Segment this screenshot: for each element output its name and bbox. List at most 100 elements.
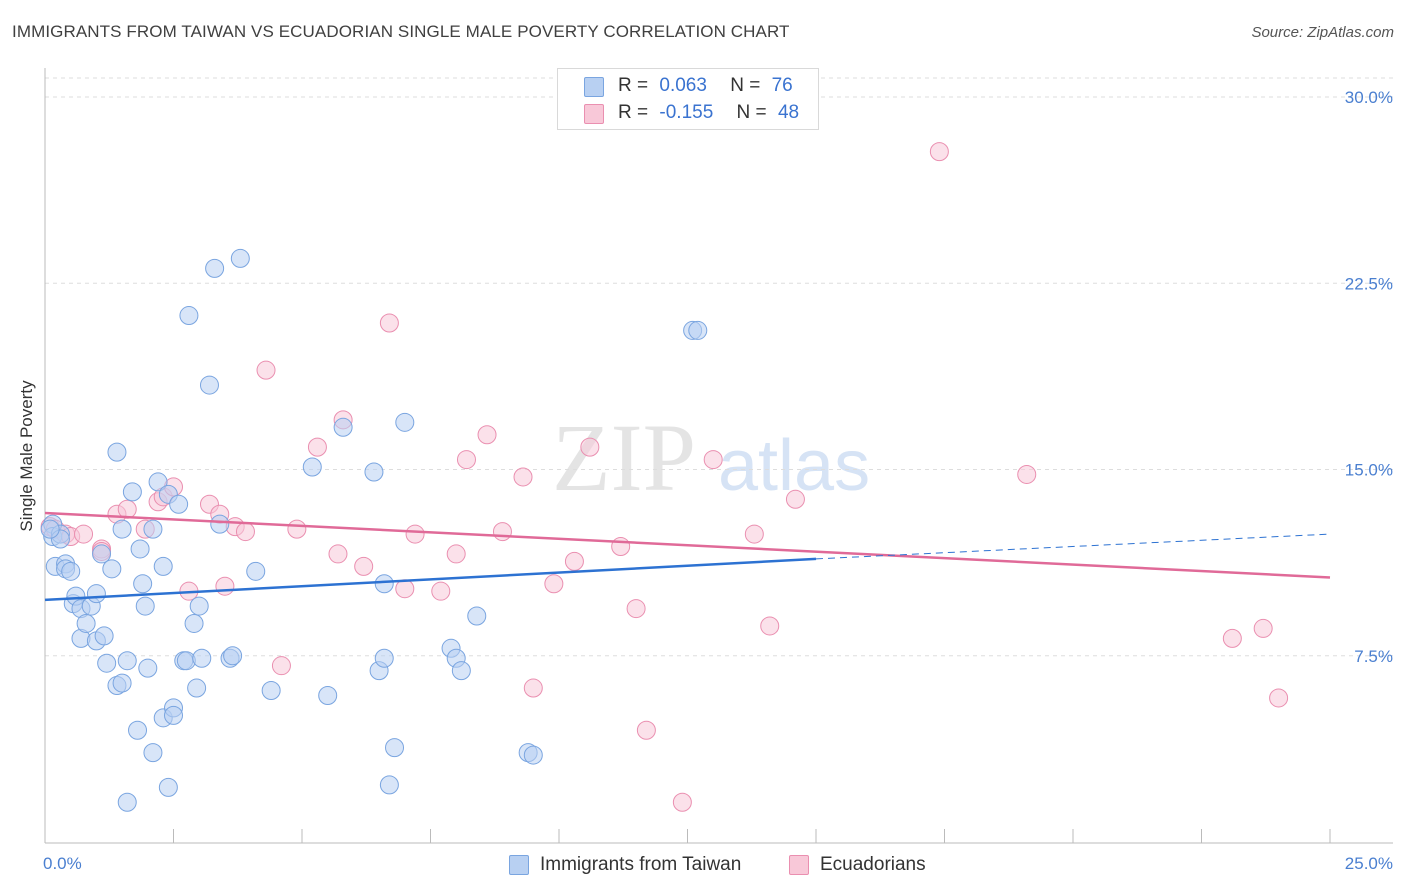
legend-item-ecuadorians[interactable]: Ecuadorians	[789, 852, 926, 878]
data-point-taiwan	[138, 658, 158, 678]
data-point-taiwan	[86, 584, 106, 604]
watermark-zip: ZIP	[552, 404, 696, 511]
data-point-ecuadorians	[379, 313, 399, 333]
data-point-taiwan	[112, 673, 132, 693]
data-point-ecuadorians	[1017, 464, 1037, 484]
data-point-taiwan	[158, 777, 178, 797]
data-point-ecuadorians	[703, 450, 723, 470]
data-point-taiwan	[385, 738, 405, 758]
data-point-ecuadorians	[1222, 628, 1242, 648]
y-tick-label: 15.0%	[1345, 461, 1393, 480]
data-point-ecuadorians	[74, 524, 94, 544]
data-point-taiwan	[374, 648, 394, 668]
legend-label-ecuadorians: Ecuadorians	[820, 854, 926, 875]
data-point-ecuadorians	[307, 437, 327, 457]
stats-swatch-ecuadorians	[584, 104, 604, 124]
data-point-taiwan	[333, 417, 353, 437]
data-point-taiwan	[364, 462, 384, 482]
data-point-taiwan	[164, 705, 183, 725]
stats-text-ecuadorians: R = -0.155 N = 48	[618, 102, 799, 124]
legend-swatch-ecuadorians	[789, 855, 809, 875]
stats-text-taiwan: R = 0.063 N = 76	[618, 75, 793, 97]
data-point-ecuadorians	[256, 360, 276, 380]
trend-line-ecuadorians	[44, 511, 1331, 579]
data-point-taiwan	[102, 559, 122, 579]
data-point-ecuadorians	[523, 678, 543, 698]
data-point-taiwan	[189, 596, 209, 616]
data-point-ecuadorians	[405, 524, 425, 544]
data-point-ecuadorians	[477, 425, 497, 445]
data-point-taiwan	[467, 606, 487, 626]
stats-n-label: N =	[730, 75, 761, 96]
stats-n-value-taiwan: 76	[771, 75, 793, 96]
data-point-taiwan	[76, 613, 96, 633]
data-point-ecuadorians	[1253, 618, 1273, 638]
data-point-taiwan	[40, 519, 60, 539]
data-point-taiwan	[688, 320, 708, 340]
data-point-taiwan	[395, 412, 415, 432]
data-point-ecuadorians	[456, 450, 476, 470]
tick-labels: 7.5% 15.0% 22.5% 30.0% 0.0% 25.0%	[43, 88, 1393, 873]
data-point-ecuadorians	[636, 720, 656, 740]
series-taiwan-points	[40, 248, 708, 812]
data-point-taiwan	[205, 258, 225, 278]
y-tick-label: 7.5%	[1354, 647, 1393, 666]
data-point-taiwan	[302, 457, 322, 477]
data-point-ecuadorians	[626, 599, 646, 619]
data-point-ecuadorians	[513, 467, 533, 487]
data-point-ecuadorians	[328, 544, 348, 564]
data-point-taiwan	[128, 720, 148, 740]
data-point-taiwan	[374, 574, 394, 594]
data-point-taiwan	[130, 539, 150, 559]
data-point-taiwan	[318, 685, 338, 705]
trend-line-taiwan	[44, 557, 817, 602]
data-point-taiwan	[187, 678, 207, 698]
data-point-taiwan	[261, 681, 281, 701]
data-point-taiwan	[223, 646, 243, 666]
data-point-taiwan	[246, 561, 266, 581]
data-point-taiwan	[61, 561, 81, 581]
data-point-taiwan	[451, 661, 471, 681]
data-point-ecuadorians	[1269, 688, 1289, 708]
stats-n-label: N =	[736, 102, 767, 123]
axes	[44, 68, 1393, 844]
stats-r-label: R =	[618, 75, 649, 96]
data-point-taiwan	[143, 519, 163, 539]
data-point-taiwan	[169, 494, 189, 514]
data-point-ecuadorians	[760, 616, 780, 636]
data-point-taiwan	[94, 626, 114, 646]
legend-swatch-taiwan	[509, 855, 529, 875]
data-point-taiwan	[117, 792, 137, 812]
data-point-ecuadorians	[354, 556, 374, 576]
data-point-taiwan	[179, 306, 199, 326]
stats-r-value-taiwan: 0.063	[659, 75, 707, 96]
data-point-taiwan	[210, 514, 230, 534]
y-tick-label: 22.5%	[1345, 274, 1393, 293]
data-point-taiwan	[523, 745, 543, 765]
data-point-taiwan	[135, 596, 155, 616]
x-tick-label: 25.0%	[1345, 854, 1393, 873]
stats-r-label: R =	[618, 102, 649, 123]
stats-n-value-ecuadorians: 48	[777, 102, 800, 123]
data-point-taiwan	[230, 248, 250, 268]
data-point-ecuadorians	[215, 576, 235, 596]
chart-title: IMMIGRANTS FROM TAIWAN VS ECUADORIAN SIN…	[12, 22, 790, 41]
data-point-taiwan	[143, 743, 163, 763]
legend-item-taiwan[interactable]: Immigrants from Taiwan	[509, 852, 741, 878]
stats-swatch-taiwan	[584, 77, 604, 97]
data-point-ecuadorians	[580, 437, 600, 457]
data-point-taiwan	[92, 544, 112, 564]
trend-line-taiwan-extension	[815, 533, 1331, 560]
source-credit: Source: ZipAtlas.com	[1251, 24, 1394, 41]
legend: Immigrants from Taiwan Ecuadorians	[0, 852, 1406, 878]
data-point-ecuadorians	[492, 522, 512, 542]
data-point-taiwan	[117, 651, 137, 671]
watermark: ZIP atlas	[552, 404, 870, 511]
data-point-ecuadorians	[564, 551, 584, 571]
data-point-ecuadorians	[611, 536, 631, 556]
stats-r-value-ecuadorians: -0.155	[659, 102, 714, 123]
data-point-taiwan	[133, 574, 153, 594]
data-point-taiwan	[97, 653, 117, 673]
x-tick-label: 0.0%	[43, 854, 82, 873]
data-point-ecuadorians	[785, 489, 805, 509]
